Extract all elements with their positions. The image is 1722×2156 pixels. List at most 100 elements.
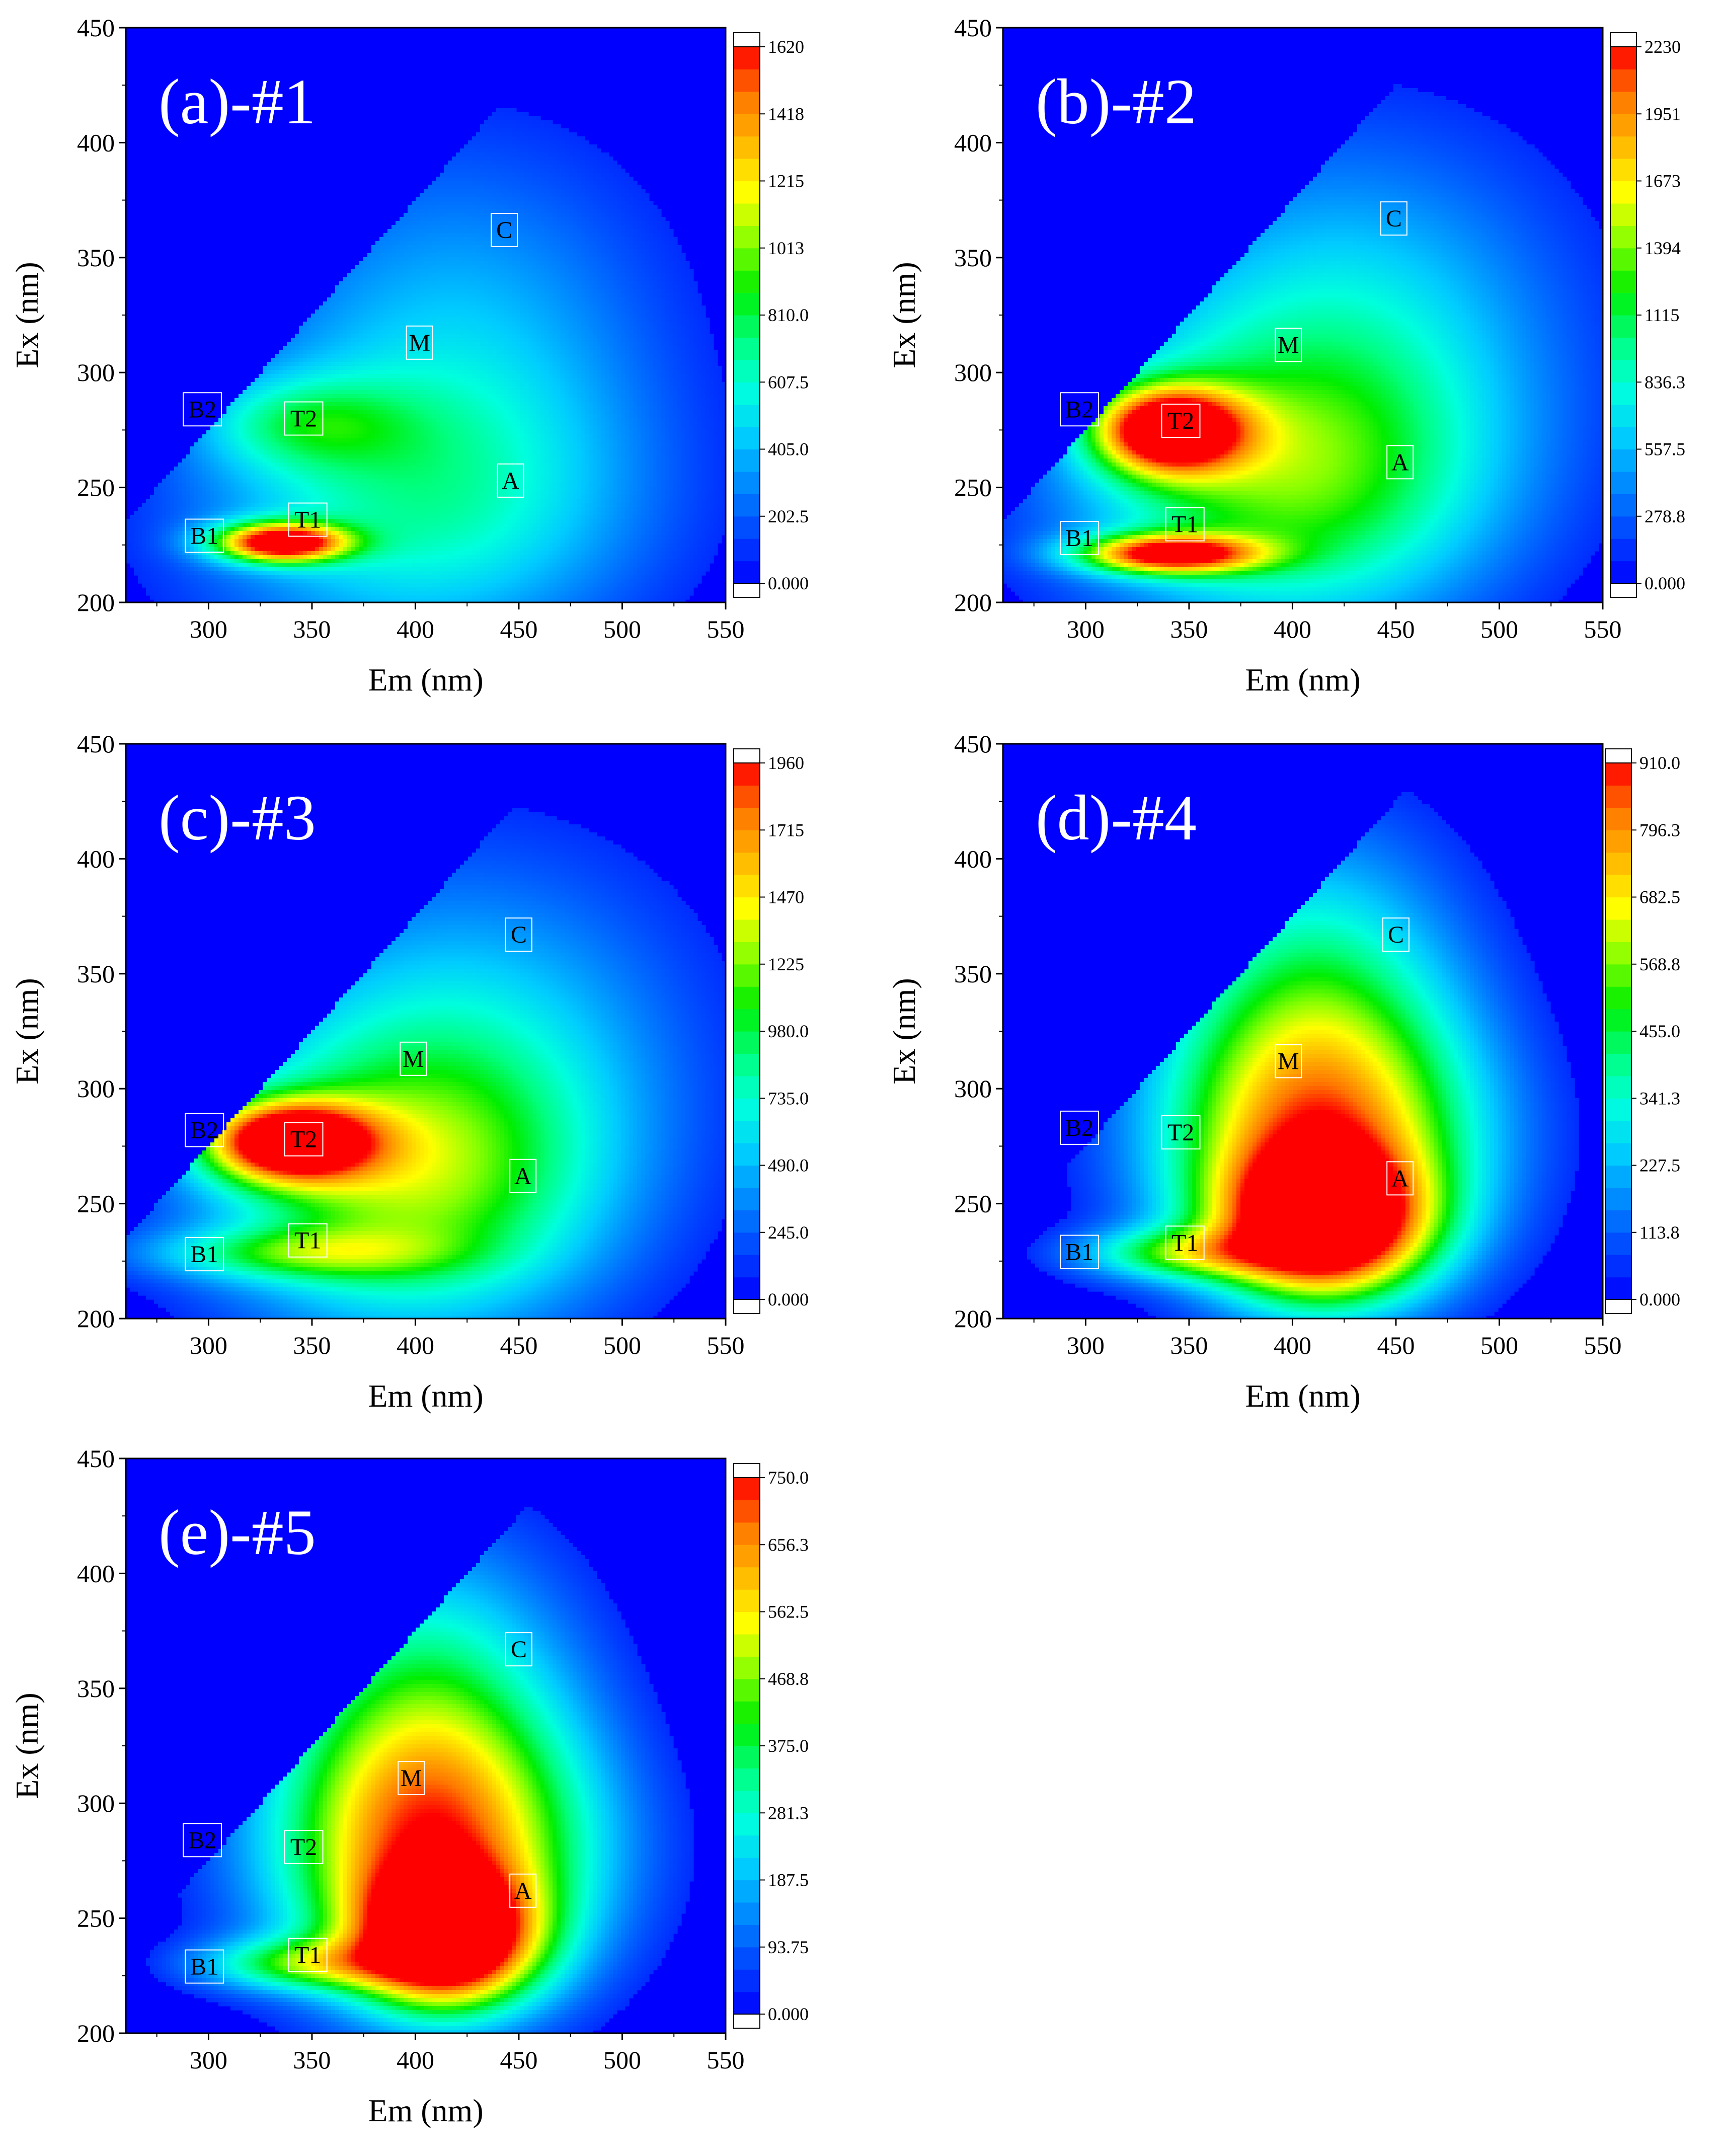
colorbar-step xyxy=(1605,875,1631,897)
x-axis-label: Em (nm) xyxy=(368,662,483,698)
y-tick-label: 300 xyxy=(77,1074,115,1103)
colorbar-step xyxy=(734,853,760,875)
x-axis-label: Em (nm) xyxy=(368,2093,483,2128)
x-tick-label: 300 xyxy=(1067,615,1105,643)
region-label-t2: T2 xyxy=(1161,1116,1200,1149)
colorbar-step xyxy=(1610,203,1636,226)
y-tick-label: 450 xyxy=(954,730,992,758)
region-text: M xyxy=(401,1765,422,1792)
colorbar-step xyxy=(734,203,760,226)
region-text: T2 xyxy=(290,406,317,432)
colorbar-step xyxy=(734,1858,760,1880)
colorbar-tick-label: 656.3 xyxy=(768,1534,809,1555)
colorbar-step xyxy=(734,1121,760,1143)
x-axis-label: Em (nm) xyxy=(1245,1378,1360,1414)
region-label-b1: B1 xyxy=(1060,521,1099,555)
region-text: T2 xyxy=(290,1126,317,1153)
colorbar-step xyxy=(1605,964,1631,987)
region-label-t2: T2 xyxy=(284,1123,323,1156)
colorbar-step xyxy=(734,1701,760,1724)
colorbar-over-cap xyxy=(734,1464,760,1478)
colorbar-step xyxy=(734,1969,760,1992)
x-tick-label: 350 xyxy=(1170,615,1208,643)
x-tick-label: 300 xyxy=(190,615,227,643)
colorbar-step xyxy=(1605,1210,1631,1233)
x-tick-label: 350 xyxy=(293,615,331,643)
colorbar-step xyxy=(1610,382,1636,405)
panel-title: (e)-#5 xyxy=(159,1497,316,1568)
panel-title: (c)-#3 xyxy=(159,782,316,854)
region-text: C xyxy=(511,921,527,948)
colorbar-step xyxy=(734,136,760,159)
colorbar-step xyxy=(1610,136,1636,159)
colorbar-tick-label: 1225 xyxy=(768,954,804,974)
colorbar-tick-label: 682.5 xyxy=(1639,887,1680,907)
x-tick-label: 550 xyxy=(707,1331,745,1359)
colorbar-tick-label: 375.0 xyxy=(768,1736,809,1756)
colorbar-step xyxy=(734,449,760,472)
region-text: B1 xyxy=(190,1241,218,1268)
colorbar-step xyxy=(1605,1076,1631,1099)
y-tick-label: 250 xyxy=(77,1904,115,1933)
colorbar-step xyxy=(1605,1098,1631,1121)
x-tick-label: 350 xyxy=(1170,1331,1208,1359)
x-axis-label: Em (nm) xyxy=(368,1378,483,1414)
colorbar-step xyxy=(734,964,760,987)
colorbar-step xyxy=(1605,1031,1631,1054)
colorbar-step xyxy=(734,1500,760,1522)
region-text: B1 xyxy=(190,523,218,550)
region-label-t1: T1 xyxy=(1166,1226,1204,1259)
region-text: B1 xyxy=(1065,525,1093,552)
colorbar-step xyxy=(734,114,760,136)
region-text: M xyxy=(1278,332,1299,358)
colorbar-step xyxy=(734,1656,760,1679)
colorbar-step xyxy=(734,897,760,920)
colorbar-over-cap xyxy=(1605,749,1631,763)
colorbar-over-cap xyxy=(734,749,760,763)
x-axis-label: Em (nm) xyxy=(1245,662,1360,698)
colorbar-step xyxy=(734,1880,760,1903)
colorbar-step xyxy=(734,1545,760,1567)
y-axis-label: Ex (nm) xyxy=(9,978,45,1085)
colorbar-step xyxy=(734,808,760,830)
y-tick-label: 350 xyxy=(77,960,115,988)
colorbar-step xyxy=(734,561,760,584)
colorbar-tick-label: 910.0 xyxy=(1639,753,1680,773)
colorbar-tick-label: 557.5 xyxy=(1645,439,1685,459)
region-text: A xyxy=(514,1878,532,1904)
colorbar-step xyxy=(734,1947,760,1970)
y-tick-label: 350 xyxy=(77,244,115,272)
colorbar-step xyxy=(734,763,760,786)
colorbar-step xyxy=(1610,538,1636,561)
colorbar-step xyxy=(1610,427,1636,449)
colorbar-tick-label: 341.3 xyxy=(1639,1088,1680,1108)
region-label-b2: B2 xyxy=(185,1113,223,1146)
colorbar-step xyxy=(1610,494,1636,516)
region-label-t1: T1 xyxy=(1166,508,1204,541)
colorbar-tick-label: 810.0 xyxy=(768,305,809,325)
x-tick-label: 350 xyxy=(293,1331,331,1359)
colorbar-step xyxy=(1610,449,1636,472)
colorbar-step xyxy=(1605,897,1631,920)
y-tick-label: 300 xyxy=(954,358,992,387)
x-tick-label: 400 xyxy=(397,1331,434,1359)
colorbar-tick-label: 836.3 xyxy=(1645,372,1685,392)
x-tick-label: 450 xyxy=(500,615,537,643)
y-tick-label: 200 xyxy=(954,1304,992,1333)
x-tick-label: 350 xyxy=(293,2046,331,2074)
colorbar-tick-label: 0.000 xyxy=(768,2004,809,2024)
colorbar-tick-label: 455.0 xyxy=(1639,1021,1680,1041)
region-label-m: M xyxy=(400,1042,426,1075)
colorbar-step xyxy=(734,1478,760,1500)
x-tick-label: 450 xyxy=(1377,615,1415,643)
region-text: M xyxy=(403,1046,424,1072)
colorbar-step xyxy=(1605,919,1631,942)
region-text: A xyxy=(1391,1165,1409,1192)
y-tick-label: 400 xyxy=(77,128,115,157)
colorbar-step xyxy=(1610,181,1636,204)
colorbar-step xyxy=(734,248,760,271)
region-label-m: M xyxy=(1275,1044,1301,1077)
